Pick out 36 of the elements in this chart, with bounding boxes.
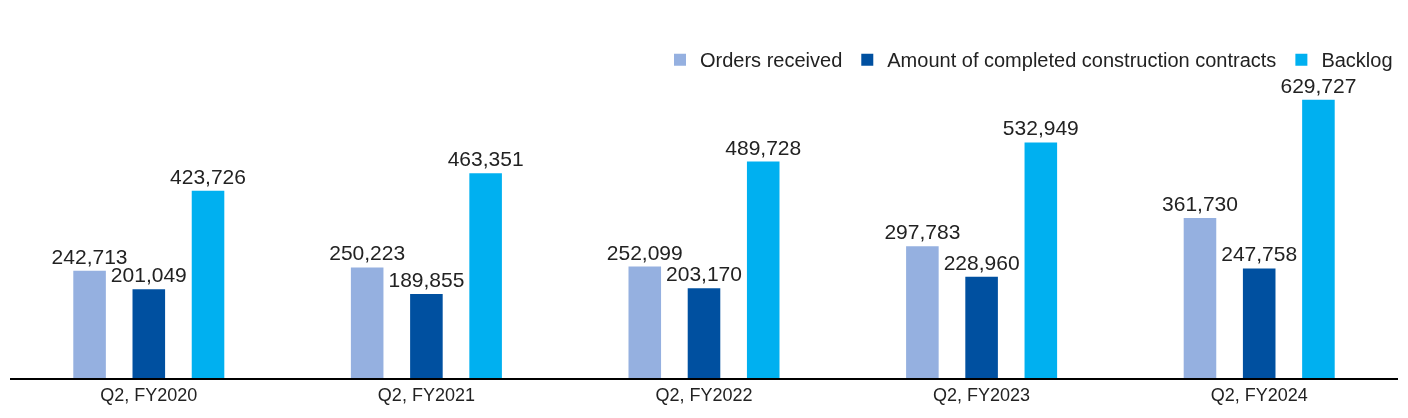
bar — [191, 190, 225, 378]
legend-label: Backlog — [1321, 49, 1393, 72]
x-tick-label: Q2, FY2022 — [655, 385, 753, 406]
x-tick-label: Q2, FY2020 — [100, 385, 198, 406]
data-label: 189,855 — [388, 268, 465, 292]
legend-label: Amount of completed construction contracts — [887, 49, 1277, 72]
data-label: 489,728 — [725, 135, 802, 159]
data-label: 252,099 — [606, 240, 683, 264]
data-label: 629,727 — [1280, 73, 1357, 97]
bar — [687, 288, 721, 378]
data-label: 532,949 — [1002, 116, 1079, 140]
bar — [1302, 99, 1335, 378]
x-tick-label: Q2, FY2023 — [933, 385, 1031, 406]
bar — [132, 289, 166, 378]
bar — [410, 294, 443, 378]
bar — [1024, 142, 1058, 378]
bar — [469, 173, 502, 378]
data-label: 247,758 — [1221, 242, 1298, 266]
x-tick-label: Q2, FY2024 — [1210, 385, 1308, 406]
data-label: 361,730 — [1162, 192, 1238, 216]
data-label: 297,783 — [884, 220, 961, 244]
data-label: 203,170 — [666, 262, 742, 286]
data-label: 423,726 — [170, 164, 246, 188]
bar — [350, 267, 384, 378]
legend-label: Orders received — [700, 49, 843, 72]
data-label: 463,351 — [447, 147, 524, 171]
x-tick-label: Q2, FY2021 — [377, 385, 475, 406]
data-label: 250,223 — [329, 241, 406, 265]
data-label: 228,960 — [943, 250, 1020, 274]
bar — [906, 246, 939, 378]
bar — [746, 161, 780, 378]
bar — [1183, 218, 1217, 378]
bar — [73, 270, 106, 378]
bar — [1242, 268, 1276, 378]
bar — [965, 276, 998, 378]
bar — [628, 266, 662, 378]
